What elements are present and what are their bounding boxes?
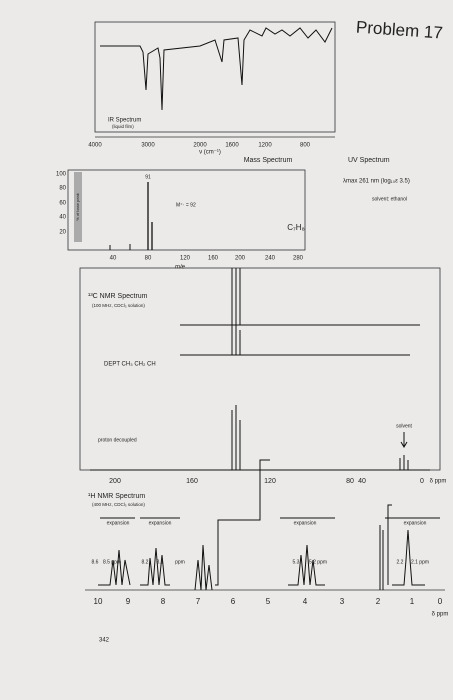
expansion-ticks-item: ppm <box>175 559 185 565</box>
expansion-ticks-item: 2.2 <box>397 559 404 565</box>
citem-solvent: solvent <box>396 423 412 429</box>
expansion-ticks-item: 5.2 ppm <box>309 559 327 565</box>
xticks-item: 160 <box>208 256 219 262</box>
mass-xlabel: m/e <box>175 265 186 271</box>
xticks-item: 10 <box>94 597 103 606</box>
xticks-item: 8 <box>161 597 166 606</box>
citem-subtitle: (100 MHz, CDCl₃ solution) <box>92 303 145 308</box>
uv-solvent: solvent: ethanol <box>372 196 407 202</box>
expansion-ticks-item: 5.3 <box>293 559 300 565</box>
xticks-item: 3000 <box>141 143 155 149</box>
xticks-item: 40 <box>358 478 366 485</box>
mass-peak-label: 91 <box>145 174 151 180</box>
xticks-item: 1600 <box>225 143 239 149</box>
mass-title: Mass Spectrum <box>244 157 293 164</box>
xticks-item: 120 <box>264 478 276 485</box>
formula: C₇H₈ <box>287 223 305 232</box>
ir-subtitle: (liquid film) <box>112 124 134 129</box>
xticks-item: 280 <box>293 256 304 262</box>
xticks-item: 2 <box>376 597 381 606</box>
mass-molecular-ion: M⁺· = 92 <box>176 202 196 208</box>
expansion-ticks-item: 8.1 <box>157 559 164 565</box>
expansion-ticks-item: 2.1 ppm <box>411 559 429 565</box>
hitem-title: ¹H NMR Spectrum <box>88 493 145 500</box>
citem-title: ¹³C NMR Spectrum <box>88 293 148 300</box>
xticks-item: 200 <box>109 478 121 485</box>
hitem-subtitle: (400 MHz, CDCl₃ solution) <box>92 502 145 507</box>
xticks-item: 160 <box>186 478 198 485</box>
yticks-item: 40 <box>59 215 66 221</box>
ir-xlabel: ν (cm⁻¹) <box>199 150 221 156</box>
xticks-item: 240 <box>265 256 276 262</box>
footer-page: 342 <box>99 638 110 644</box>
xticks-item: 3 <box>340 597 345 606</box>
hitem-xlabel: δ ppm <box>432 612 449 618</box>
mass-spectrum <box>67 169 306 251</box>
xticks-item: 4 <box>303 597 308 606</box>
xticks-item: 0 <box>420 478 424 485</box>
citem-xlabel: δ ppm <box>430 479 447 485</box>
ir-title: IR Spectrum <box>108 118 141 124</box>
expansion-ticks-item: 8.6 <box>92 559 99 565</box>
xticks-item: 9 <box>126 597 131 606</box>
xticks-item: 6 <box>231 597 236 606</box>
xticks-item: 4000 <box>88 143 102 149</box>
ir-spectrum <box>94 21 336 138</box>
expansions-item: expansion <box>294 520 317 526</box>
xticks-item: 40 <box>110 256 117 262</box>
citem-decoupled: proton decoupled <box>98 437 137 443</box>
xticks-item: 800 <box>300 143 311 149</box>
yticks-item: 60 <box>59 201 66 207</box>
xticks-item: 80 <box>145 256 152 262</box>
uv-title: UV Spectrum <box>348 157 390 164</box>
expansions-item: expansion <box>107 520 130 526</box>
citem-dept: DEPT CH₃ CH₂ CH <box>104 362 156 368</box>
yticks-item: 20 <box>59 230 66 236</box>
h1-spectrum <box>85 459 445 591</box>
uv-lambda: λmax 261 nm (log₁₀ε 3.5) <box>343 179 410 185</box>
xticks-item: 120 <box>180 256 191 262</box>
yticks-item: 80 <box>59 186 66 192</box>
xticks-item: 5 <box>266 597 271 606</box>
xticks-item: 200 <box>235 256 246 262</box>
xticks-item: 1 <box>410 597 415 606</box>
expansions-item: expansion <box>404 520 427 526</box>
xticks-item: 0 <box>438 597 443 606</box>
xticks-item: 1200 <box>258 143 272 149</box>
expansion-ticks-item: 8.2 <box>142 559 149 565</box>
mass-ylabel: % of base peak <box>75 193 80 221</box>
xticks-item: 2000 <box>193 143 207 149</box>
xticks-item: 7 <box>196 597 201 606</box>
yticks-item: 100 <box>56 172 67 178</box>
xticks-item: 80 <box>346 478 354 485</box>
expansion-ticks-item: 8.5 ppm <box>103 559 121 565</box>
expansions-item: expansion <box>149 520 172 526</box>
